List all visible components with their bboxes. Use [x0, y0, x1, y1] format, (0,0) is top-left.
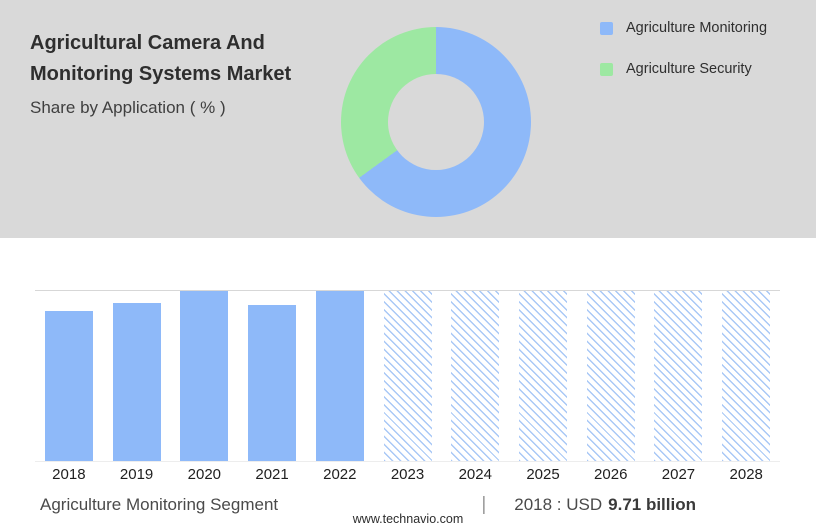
legend-swatch-icon	[600, 21, 613, 35]
donut-chart	[341, 27, 531, 217]
x-tick-2023: 2023	[390, 466, 425, 483]
bar-chart-section: 2018 2019 2020 2021 2022 2023 2024 2025 2026 2027…	[0, 238, 816, 528]
bar-chart-x-axis: 2018 2019 2020 2021 2022 2023 2024 2025 2026 2027…	[35, 466, 780, 483]
caption-row: Agriculture Monitoring Segment | 2018 : …	[40, 494, 696, 516]
legend-item: Agriculture Monitoring	[600, 20, 816, 36]
legend-swatch-icon	[600, 62, 613, 76]
bar-2018	[44, 311, 93, 461]
x-tick-2026: 2026	[594, 466, 628, 483]
x-tick-2021: 2021	[255, 466, 289, 483]
bar-column	[712, 291, 780, 461]
bar-column	[35, 291, 103, 461]
website-url: www.technavio.com	[352, 512, 464, 526]
x-tick-2019: 2019	[119, 466, 154, 483]
x-tick-2018: 2018	[52, 466, 86, 483]
title-block: Agricultural Camera And Monitoring Syste…	[0, 0, 330, 118]
bar-2028	[722, 291, 771, 461]
bar-column	[306, 291, 374, 461]
bar-2027	[654, 291, 703, 461]
bar-2026	[586, 291, 635, 461]
caption-separator: |	[481, 494, 487, 515]
bar-column	[441, 291, 509, 461]
donut-hole	[388, 74, 484, 170]
x-tick-2025: 2025	[526, 466, 560, 483]
bar-column	[577, 291, 645, 461]
page-title-line1: Agricultural Camera And	[30, 32, 265, 54]
page-subtitle: Share by Application ( % )	[30, 98, 226, 117]
bar-column	[645, 291, 713, 461]
bar-column	[238, 291, 306, 461]
x-tick-2027: 2027	[661, 466, 696, 483]
legend-label: Agriculture Monitoring	[626, 20, 768, 36]
page-title-line2: Monitoring Systems Market	[30, 63, 292, 85]
bar-column	[103, 291, 171, 461]
bar-2019	[112, 302, 161, 461]
legend-label: Agriculture Security	[626, 61, 752, 77]
x-tick-2022: 2022	[323, 466, 357, 483]
bar-2022	[315, 291, 364, 461]
value-bold: 9.71 billion	[608, 495, 696, 514]
bar-2023	[383, 291, 432, 461]
bar-2020	[180, 291, 229, 461]
bar-2025	[519, 291, 567, 461]
donut-chart-wrap	[330, 0, 542, 217]
bar-column	[374, 291, 442, 461]
bar-column	[170, 291, 238, 461]
bar-chart	[35, 290, 780, 462]
summary-section: Agricultural Camera And Monitoring Syste…	[0, 0, 816, 238]
x-tick-2024: 2024	[458, 466, 492, 483]
legend: Agriculture Monitoring Agriculture Securi…	[542, 0, 816, 102]
bar-2021	[248, 304, 297, 461]
bar-2024	[451, 291, 500, 461]
bar-column	[509, 291, 577, 461]
legend-item: Agriculture Security	[600, 61, 816, 77]
segment-label: Agriculture Monitoring Segment	[40, 495, 279, 514]
x-tick-2028: 2028	[729, 466, 763, 483]
x-tick-2020: 2020	[187, 466, 222, 483]
value-prefix: 2018 : USD	[514, 495, 603, 514]
